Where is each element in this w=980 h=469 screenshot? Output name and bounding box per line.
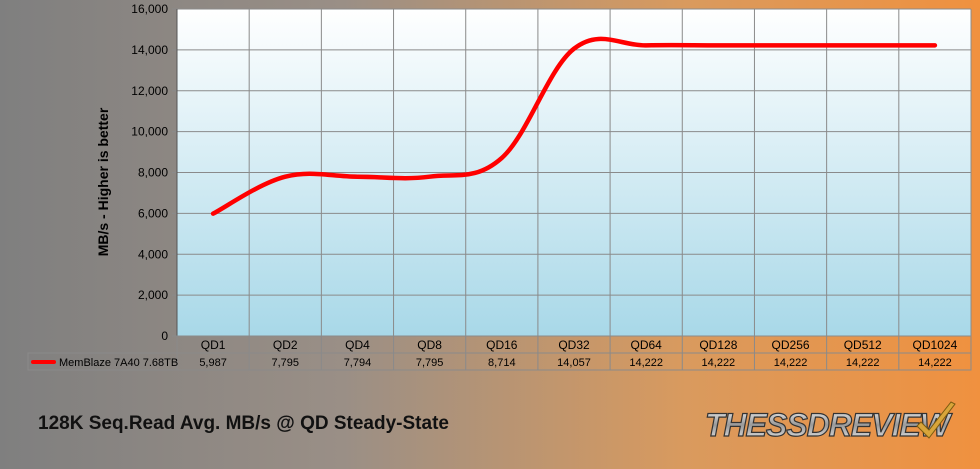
data-value-label: 14,222: [846, 357, 880, 369]
y-tick-labels: 0 2,000 4,000 6,000 8,000 10,000 12,000 14,000 1…: [131, 2, 168, 343]
data-value-label: 14,222: [918, 357, 952, 369]
data-table: QD1 5,987 QD2 7,795 QD4 7,794 QD8 7,795 QD16 8,71…: [27, 335, 972, 371]
x-tick-label: QD512: [844, 338, 882, 352]
data-value-label: 7,794: [344, 357, 372, 369]
data-value-label: 14,222: [629, 357, 663, 369]
y-tick-label: 8,000: [138, 166, 168, 180]
checkmark-icon: [916, 401, 956, 439]
data-value-label: 14,057: [557, 357, 591, 369]
x-tick-label: QD4: [345, 338, 370, 352]
chart-caption: 128K Seq.Read Avg. MB/s @ QD Steady-Stat…: [38, 413, 449, 434]
y-tick-label: 2,000: [138, 288, 168, 302]
y-tick-label: 14,000: [131, 43, 168, 57]
legend-label: MemBlaze 7A40 7.68TB: [59, 357, 178, 369]
series-line: [210, 36, 938, 216]
y-axis-label: MB/s - Higher is better: [95, 107, 111, 256]
x-tick-label: QD256: [772, 338, 810, 352]
data-value-label: 7,795: [272, 357, 300, 369]
x-tick-label: QD16: [486, 338, 518, 352]
x-tick-label: QD128: [699, 338, 737, 352]
logo: THESSDREVIEW: [704, 401, 956, 444]
y-tick-label: 10,000: [131, 125, 168, 139]
data-value-label: 5,987: [199, 357, 227, 369]
x-tick-label: QD1: [201, 338, 226, 352]
y-tick-label: 6,000: [138, 206, 168, 220]
x-tick-label: QD64: [631, 338, 663, 352]
x-tick-label: QD32: [558, 338, 590, 352]
x-tick-label: QD1024: [913, 338, 958, 352]
data-value-label: 7,795: [416, 357, 444, 369]
data-value-label: 8,714: [488, 357, 516, 369]
y-tick-label: 4,000: [138, 247, 168, 261]
data-value-label: 14,222: [702, 357, 736, 369]
y-tick-label: 0: [161, 329, 168, 343]
y-tick-label: 12,000: [131, 84, 168, 98]
logo-text: THESSDREVIEW: [705, 407, 953, 443]
data-value-label: 14,222: [774, 357, 808, 369]
x-tick-label: QD8: [417, 338, 442, 352]
y-tick-label: 16,000: [131, 2, 168, 16]
x-tick-label: QD2: [273, 338, 298, 352]
